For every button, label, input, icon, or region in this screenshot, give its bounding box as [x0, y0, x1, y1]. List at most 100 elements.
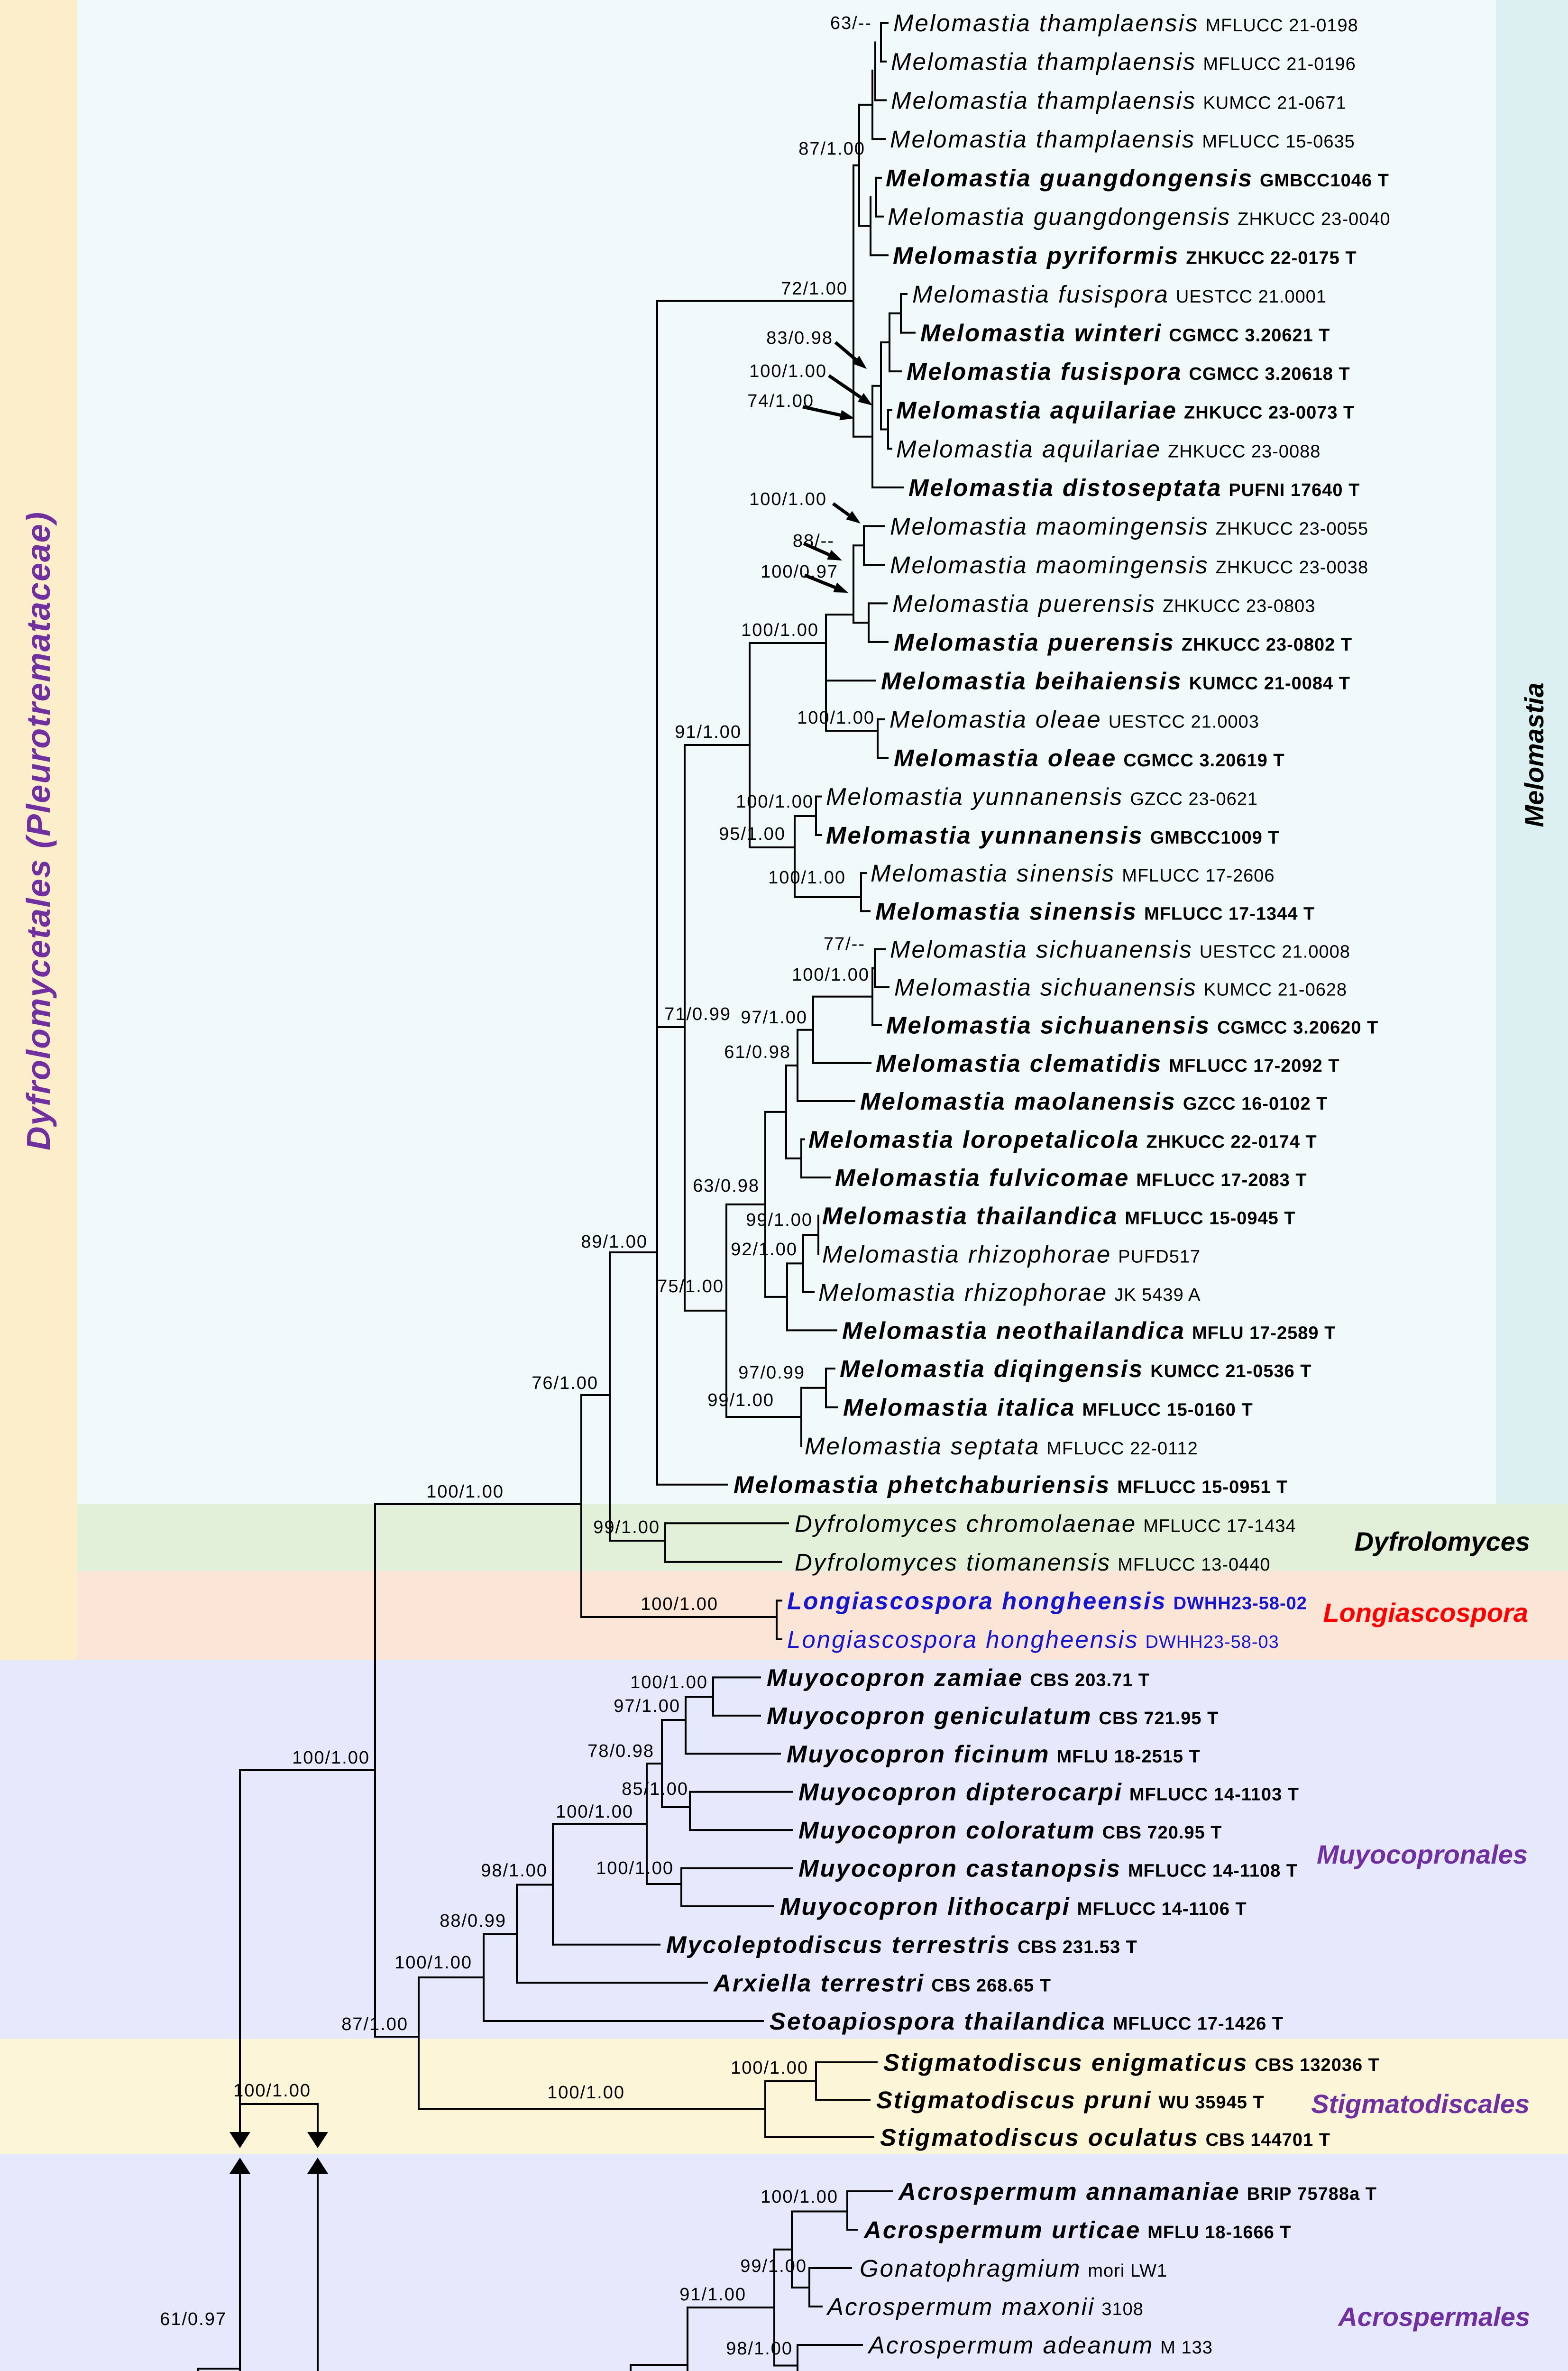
svg-text:75/1.00: 75/1.00 [657, 1277, 724, 1296]
svg-text:Acrospermum bolivianumA.F. 290: Acrospermum bolivianumA.F. 29003 [873, 2370, 1276, 2371]
svg-text:61/0.98: 61/0.98 [724, 1042, 791, 1062]
svg-text:99/1.00: 99/1.00 [707, 1390, 774, 1410]
svg-text:100/1.00: 100/1.00 [768, 868, 846, 888]
svg-text:98/1.00: 98/1.00 [726, 2339, 793, 2359]
svg-text:100/1.00: 100/1.00 [547, 2083, 625, 2103]
svg-text:100/1.00: 100/1.00 [556, 1802, 633, 1822]
svg-text:100/1.00: 100/1.00 [292, 1748, 370, 1768]
svg-text:78/0.98: 78/0.98 [587, 1741, 654, 1761]
svg-text:100/0.97: 100/0.97 [761, 562, 838, 582]
svg-text:99/1.00: 99/1.00 [740, 2256, 807, 2276]
svg-text:100/1.00: 100/1.00 [731, 2058, 808, 2078]
svg-text:88/0.99: 88/0.99 [440, 1911, 506, 1931]
svg-text:87/1.00: 87/1.00 [798, 139, 865, 159]
svg-text:Muyocopronales: Muyocopronales [1317, 1839, 1528, 1869]
svg-text:72/1.00: 72/1.00 [781, 279, 848, 299]
svg-text:85/1.00: 85/1.00 [622, 1779, 688, 1799]
svg-text:88/--: 88/-- [793, 531, 834, 551]
svg-text:100/1.00: 100/1.00 [749, 361, 827, 381]
svg-text:Melomastia: Melomastia [1519, 683, 1549, 827]
svg-text:95/1.00: 95/1.00 [719, 824, 786, 844]
svg-text:97/1.00: 97/1.00 [614, 1696, 680, 1716]
svg-text:76/1.00: 76/1.00 [532, 1373, 598, 1393]
svg-text:71/0.99: 71/0.99 [664, 1004, 731, 1024]
svg-text:63/--: 63/-- [830, 13, 872, 33]
svg-text:Acrospermales: Acrospermales [1337, 2302, 1530, 2332]
svg-text:97/1.00: 97/1.00 [741, 1008, 807, 1028]
svg-text:100/1.00: 100/1.00 [641, 1594, 718, 1614]
svg-text:87/1.00: 87/1.00 [341, 2014, 408, 2034]
svg-text:98/1.00: 98/1.00 [481, 1861, 548, 1881]
svg-text:Dyfrolomyces: Dyfrolomyces [1355, 1526, 1530, 1556]
svg-text:100/1.00: 100/1.00 [394, 1953, 472, 1973]
svg-text:100/1.00: 100/1.00 [630, 1673, 708, 1692]
svg-text:100/1.00: 100/1.00 [596, 1858, 674, 1878]
svg-text:89/1.00: 89/1.00 [581, 1232, 648, 1252]
svg-text:83/0.98: 83/0.98 [766, 328, 833, 348]
svg-text:91/1.00: 91/1.00 [675, 722, 742, 742]
svg-text:100/1.00: 100/1.00 [736, 792, 814, 812]
svg-text:92/1.00: 92/1.00 [731, 1240, 798, 1259]
svg-text:100/1.00: 100/1.00 [797, 708, 875, 728]
svg-text:74/1.00: 74/1.00 [747, 391, 814, 411]
svg-text:97/0.99: 97/0.99 [738, 1363, 805, 1383]
svg-text:77/--: 77/-- [824, 934, 865, 954]
svg-text:99/1.00: 99/1.00 [746, 1210, 813, 1230]
svg-text:Dyfrolomycetales (Pleurotremat: Dyfrolomycetales (Pleurotremataceae) [20, 511, 57, 1150]
svg-text:100/1.00: 100/1.00 [741, 620, 819, 640]
svg-text:Stigmatodiscales: Stigmatodiscales [1311, 2089, 1530, 2119]
svg-text:Longiascospora: Longiascospora [1323, 1598, 1528, 1627]
svg-text:100/1.00: 100/1.00 [426, 1482, 504, 1502]
svg-text:91/1.00: 91/1.00 [679, 2285, 746, 2305]
